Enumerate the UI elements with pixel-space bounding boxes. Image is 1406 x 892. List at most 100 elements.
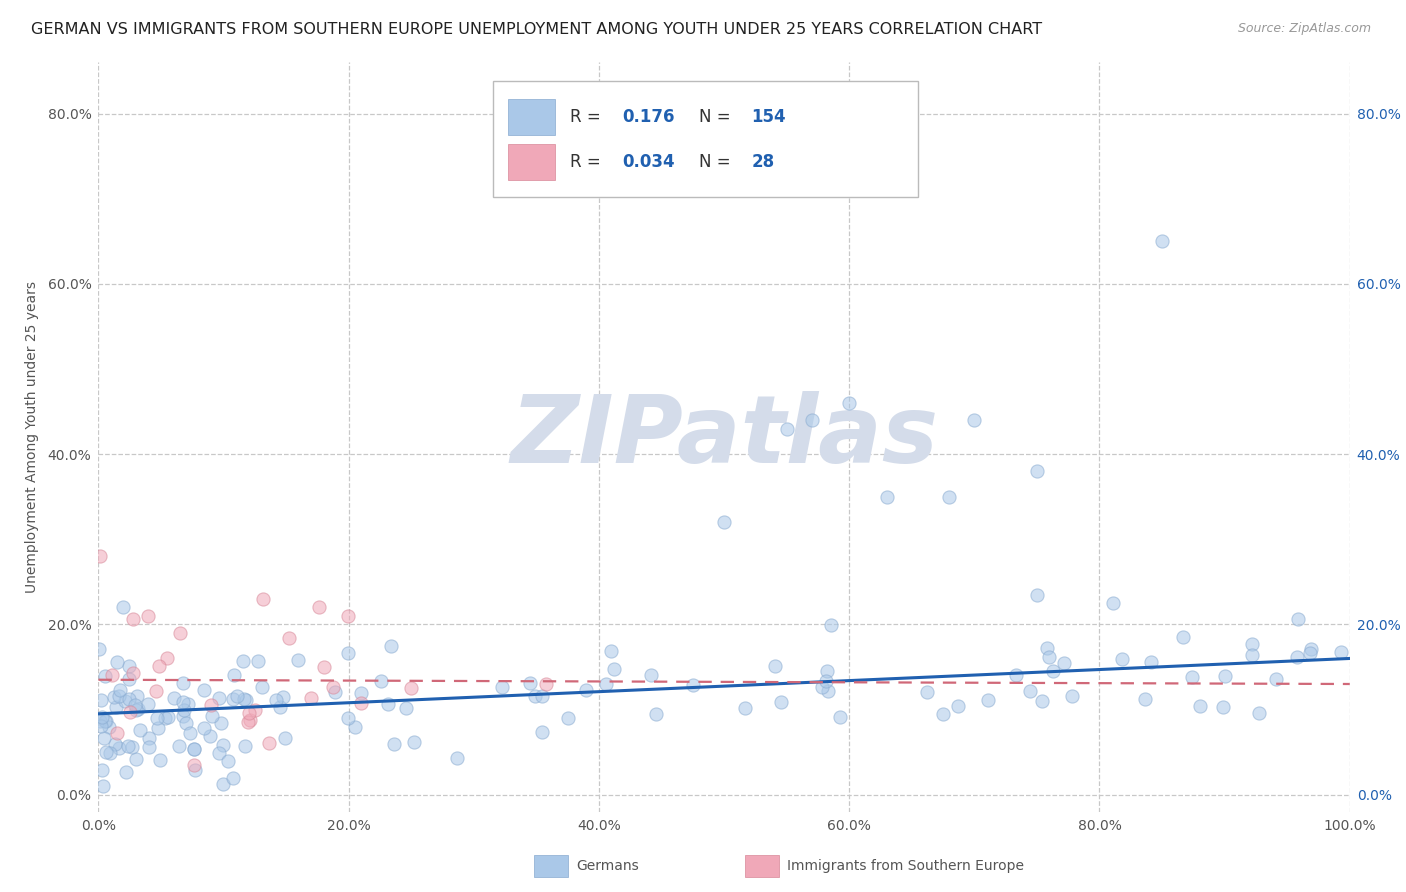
Text: N =: N = xyxy=(699,108,735,126)
Point xyxy=(235,692,257,706)
Point xyxy=(976,693,998,707)
Point xyxy=(523,689,546,703)
Point xyxy=(811,680,834,694)
Point xyxy=(226,689,249,703)
Point xyxy=(1213,669,1236,683)
Point xyxy=(94,669,117,683)
Point xyxy=(125,752,148,766)
Point xyxy=(1240,637,1263,651)
Point xyxy=(1150,234,1173,248)
Point xyxy=(114,694,136,708)
Point xyxy=(1249,706,1271,721)
Point xyxy=(235,739,257,754)
Point xyxy=(104,737,127,751)
Point xyxy=(156,651,179,665)
Point xyxy=(114,764,136,779)
Point xyxy=(239,714,262,728)
Point xyxy=(172,695,194,709)
Point xyxy=(1053,657,1076,671)
Point xyxy=(287,653,309,667)
Point xyxy=(337,608,360,623)
Point xyxy=(200,698,222,713)
FancyBboxPatch shape xyxy=(492,81,918,197)
Point xyxy=(163,690,186,705)
Point xyxy=(271,690,294,705)
Point xyxy=(122,666,145,681)
Point xyxy=(1286,649,1309,664)
Text: Germans: Germans xyxy=(576,859,640,873)
Point xyxy=(121,740,143,755)
Point xyxy=(299,690,322,705)
Point xyxy=(118,692,141,706)
Point xyxy=(1018,683,1040,698)
Point xyxy=(446,751,468,765)
Point xyxy=(252,680,274,694)
Point xyxy=(264,693,287,707)
Point xyxy=(236,714,259,729)
Point xyxy=(232,654,254,668)
Point xyxy=(734,701,756,715)
Point xyxy=(122,612,145,626)
Point xyxy=(575,683,598,698)
Point xyxy=(172,676,194,690)
Point xyxy=(193,683,215,698)
Point xyxy=(124,698,146,712)
Point xyxy=(682,678,704,692)
Point xyxy=(222,668,245,682)
Point xyxy=(104,700,127,714)
Point xyxy=(343,721,366,735)
Point xyxy=(491,680,513,694)
Point xyxy=(90,692,112,706)
Point xyxy=(127,702,149,716)
Text: 0.034: 0.034 xyxy=(623,153,675,171)
Point xyxy=(776,421,799,435)
Point xyxy=(1173,630,1195,644)
Point xyxy=(217,754,239,768)
Point xyxy=(531,689,554,703)
Point xyxy=(1133,692,1156,706)
Point xyxy=(382,738,405,752)
Point xyxy=(173,703,195,717)
Point xyxy=(963,413,986,427)
Point xyxy=(91,763,114,777)
Point xyxy=(91,780,114,794)
Point xyxy=(208,690,231,705)
Point xyxy=(876,490,898,504)
Point xyxy=(519,675,541,690)
Point xyxy=(1042,665,1064,679)
Point xyxy=(89,641,111,656)
Point xyxy=(257,736,280,750)
Point xyxy=(198,730,221,744)
Text: Source: ZipAtlas.com: Source: ZipAtlas.com xyxy=(1237,22,1371,36)
Point xyxy=(337,711,360,725)
Point xyxy=(93,731,115,745)
Point xyxy=(377,698,399,712)
Point xyxy=(100,668,122,682)
Point xyxy=(800,413,823,427)
Point xyxy=(212,739,235,753)
Point xyxy=(91,709,114,723)
Point xyxy=(1036,640,1059,655)
Point xyxy=(179,726,201,740)
Point xyxy=(201,708,224,723)
Point xyxy=(129,723,152,737)
Point xyxy=(1005,668,1028,682)
Point xyxy=(94,714,117,728)
Point xyxy=(118,659,141,673)
Point xyxy=(713,515,735,529)
Point xyxy=(208,746,231,760)
Point xyxy=(174,715,197,730)
Point xyxy=(278,631,301,645)
Point xyxy=(269,699,291,714)
Point xyxy=(770,695,793,709)
Point xyxy=(169,626,191,640)
Point xyxy=(932,707,955,722)
Point xyxy=(595,677,617,691)
Point xyxy=(138,739,160,754)
Text: 28: 28 xyxy=(752,153,775,171)
Point xyxy=(145,684,167,698)
Point xyxy=(222,692,245,706)
Point xyxy=(828,710,851,724)
Point xyxy=(308,600,330,615)
Point xyxy=(1031,693,1053,707)
